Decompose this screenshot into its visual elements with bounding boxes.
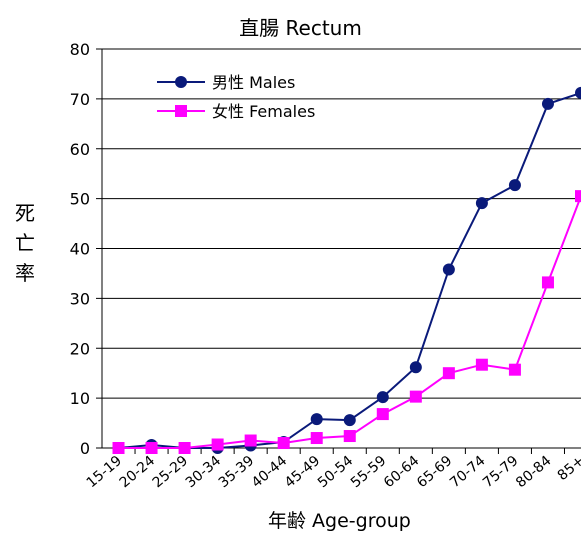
data-point xyxy=(277,437,290,450)
data-point xyxy=(145,442,158,454)
x-tick-label: 65-69 xyxy=(414,453,455,491)
series-line xyxy=(118,91,581,449)
axes xyxy=(96,48,581,454)
data-point xyxy=(343,414,356,427)
x-tick-label: 15-19 xyxy=(84,453,125,491)
data-point xyxy=(244,434,257,447)
series-group xyxy=(112,86,581,454)
x-tick-label: 80-84 xyxy=(513,453,555,491)
data-point xyxy=(575,86,581,99)
data-point xyxy=(575,190,581,203)
x-tick-label: 35-39 xyxy=(216,453,257,491)
x-tick-label: 30-34 xyxy=(183,453,225,491)
x-tick-label: 60-64 xyxy=(381,453,423,491)
series-line xyxy=(118,195,581,449)
y-tick-label: 50 xyxy=(70,190,90,209)
y-tick-label: 40 xyxy=(70,240,90,259)
y-tick-label: 30 xyxy=(70,289,90,308)
data-point xyxy=(343,430,356,443)
data-point xyxy=(178,442,191,454)
gridlines xyxy=(102,48,581,399)
y-axis-label: 死亡率 xyxy=(15,201,35,285)
y-tick-label: 60 xyxy=(70,140,90,159)
data-point xyxy=(310,413,323,426)
y-tick-labels: 0 10 20 30 40 50 60 70 80 xyxy=(70,40,90,458)
x-axis-label: 年齢 Age-group xyxy=(268,510,411,532)
x-tick-label: 55-59 xyxy=(348,453,389,491)
x-tick-label: 75-79 xyxy=(480,453,521,491)
x-tick-label: 40-44 xyxy=(249,453,291,491)
legend-label: 男性 Males xyxy=(212,73,295,92)
data-point xyxy=(442,263,455,276)
data-point xyxy=(409,361,422,374)
data-point xyxy=(475,197,488,210)
data-point xyxy=(475,358,488,371)
data-point xyxy=(541,97,554,110)
legend: 男性 Males 女性 Females xyxy=(157,73,315,121)
y-tick-label: 0 xyxy=(80,439,90,458)
y-tick-label: 20 xyxy=(70,339,90,358)
data-point xyxy=(376,408,389,421)
legend-marker xyxy=(175,105,187,117)
x-tick-labels: 15-1920-2425-2930-3435-3940-4445-4950-54… xyxy=(84,453,581,491)
data-point xyxy=(211,438,224,451)
data-point xyxy=(409,390,422,403)
data-point xyxy=(508,363,521,376)
x-tick-label: 50-54 xyxy=(315,453,357,491)
y-tick-label: 70 xyxy=(70,90,90,109)
x-tick-label: 20-24 xyxy=(117,453,159,491)
data-point xyxy=(376,391,389,404)
data-point xyxy=(310,432,323,445)
x-tick-label: 70-74 xyxy=(447,453,489,491)
y-tick-label: 80 xyxy=(70,40,90,59)
data-point xyxy=(541,276,554,289)
data-point xyxy=(508,179,521,192)
legend-marker xyxy=(175,76,187,88)
chart-title: 直腸 Rectum xyxy=(239,16,362,40)
x-tick-label: 85+ xyxy=(555,453,581,484)
x-tick-label: 45-49 xyxy=(282,453,323,491)
y-tick-label: 10 xyxy=(70,389,90,408)
data-point xyxy=(112,442,125,454)
legend-label: 女性 Females xyxy=(212,102,315,121)
data-point xyxy=(442,367,455,380)
x-tick-label: 25-29 xyxy=(150,453,191,491)
